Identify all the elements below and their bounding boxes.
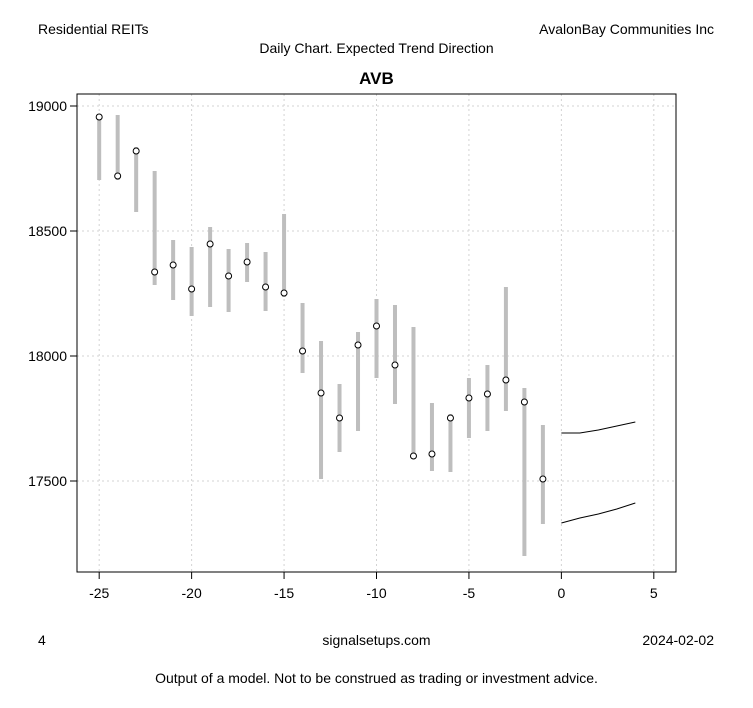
close-marker (188, 285, 196, 293)
close-marker (132, 147, 140, 155)
footer-left: 4 (38, 632, 46, 648)
close-marker (114, 172, 122, 180)
x-tick-label: -5 (463, 585, 476, 601)
close-marker (225, 272, 233, 280)
chart-subtitle: Daily Chart. Expected Trend Direction (259, 40, 494, 56)
disclaimer: Output of a model. Not to be construed a… (155, 670, 598, 686)
y-tick-label: 18500 (28, 223, 67, 239)
close-marker (280, 289, 288, 297)
close-marker (373, 322, 380, 330)
close-marker (502, 376, 510, 384)
close-marker (354, 341, 362, 349)
x-tick-label: -20 (182, 585, 202, 601)
close-marker (446, 414, 454, 422)
x-tick-label: -15 (274, 585, 294, 601)
close-marker (391, 361, 399, 369)
footer-site: signalsetups.com (322, 632, 431, 648)
close-marker (151, 268, 159, 276)
plot-frame (76, 93, 677, 573)
close-marker (243, 258, 251, 266)
chart-title: AVB (359, 69, 394, 88)
close-marker (539, 475, 547, 483)
y-tick-label: 19000 (28, 98, 67, 114)
close-marker (336, 414, 344, 422)
y-tick-label: 17500 (28, 473, 67, 489)
x-tick-label: 0 (557, 585, 565, 601)
forecast-lower-line (561, 502, 636, 524)
close-marker (409, 452, 417, 460)
close-marker (169, 261, 177, 269)
company-name: AvalonBay Communities Inc (539, 21, 714, 37)
close-marker (483, 390, 491, 398)
forecast-upper-line (561, 421, 636, 434)
x-tick-label: -10 (366, 585, 386, 601)
close-marker (520, 398, 528, 406)
y-tick-label: 18000 (28, 348, 67, 364)
sector-label: Residential REITs (38, 21, 149, 37)
close-marker (95, 113, 103, 121)
close-marker (465, 394, 473, 402)
footer-date: 2024-02-02 (642, 632, 714, 648)
close-marker (206, 240, 214, 248)
close-marker (428, 450, 436, 458)
x-tick-label: -25 (89, 585, 109, 601)
close-marker (299, 347, 307, 355)
close-marker (317, 389, 325, 397)
x-tick-label: 5 (650, 585, 658, 601)
close-marker (262, 283, 270, 291)
